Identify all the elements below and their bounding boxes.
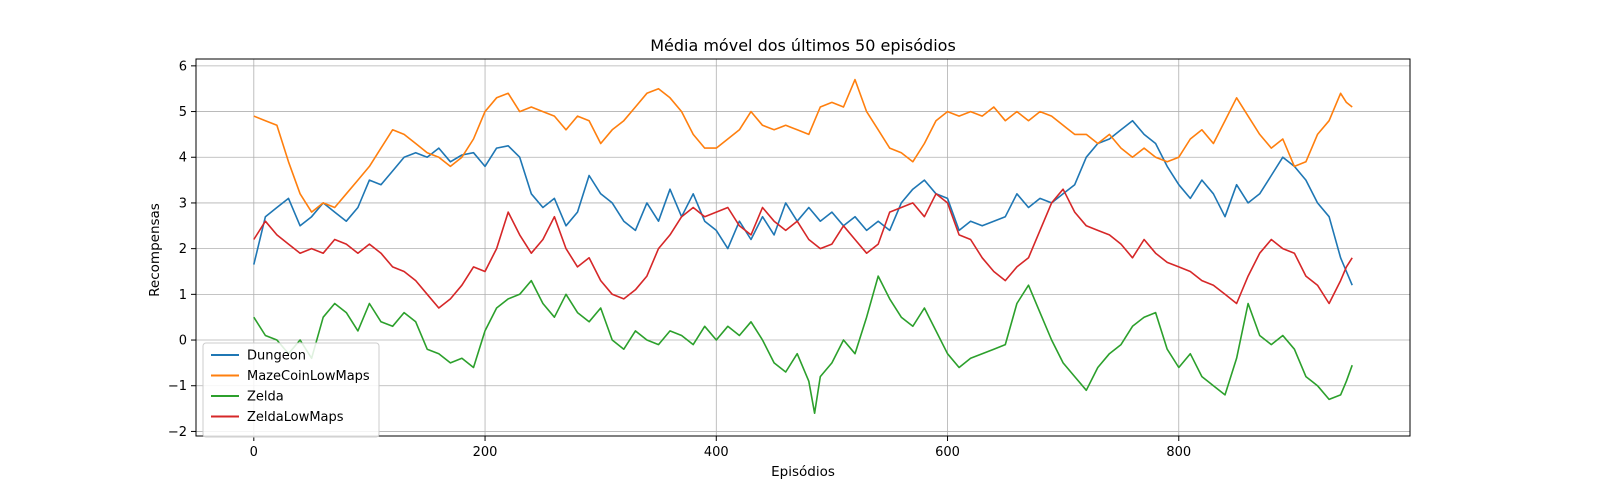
y-tick-label-0: −2 bbox=[168, 425, 187, 440]
y-axis: −2 −1 0 1 2 3 4 5 6 bbox=[168, 59, 196, 440]
plot-frame bbox=[195, 58, 1411, 437]
y-tick-label-6: 4 bbox=[179, 151, 187, 166]
y-tick-label-2: 0 bbox=[179, 334, 187, 349]
y-tick-label-4: 2 bbox=[179, 242, 187, 257]
x-tick-label-0: 0 bbox=[250, 445, 258, 460]
x-tick-label-4: 800 bbox=[1166, 445, 1191, 460]
legend: Dungeon MazeCoinLowMaps Zelda ZeldaLowMaps bbox=[202, 342, 380, 438]
x-tick-label-1: 200 bbox=[473, 445, 498, 460]
series-group bbox=[253, 78, 1353, 414]
y-tick-label-3: 1 bbox=[179, 288, 187, 303]
grid bbox=[196, 59, 1410, 436]
legend-label-mazecoinlowmaps: MazeCoinLowMaps bbox=[247, 369, 370, 384]
x-axis: 0 200 400 600 800 bbox=[250, 436, 1191, 460]
y-tick-label-5: 3 bbox=[179, 196, 187, 211]
x-tick-label-3: 600 bbox=[935, 445, 960, 460]
legend-label-dungeon: Dungeon bbox=[247, 349, 306, 364]
legend-label-zelda: Zelda bbox=[247, 390, 284, 405]
legend-label-zeldalowmaps: ZeldaLowMaps bbox=[247, 410, 344, 425]
series-line-mazecoinlowmaps bbox=[253, 78, 1353, 213]
chart-title: Média móvel dos últimos 50 episódios bbox=[650, 36, 956, 55]
legend-box bbox=[202, 342, 380, 438]
series-line-zelda bbox=[253, 275, 1353, 414]
y-tick-label-7: 5 bbox=[179, 105, 187, 120]
y-axis-label: Recompensas bbox=[147, 203, 163, 297]
y-tick-label-1: −1 bbox=[168, 379, 187, 394]
series-line-zeldalowmaps bbox=[253, 188, 1353, 309]
x-axis-label: Episódios bbox=[771, 464, 835, 480]
x-tick-label-2: 400 bbox=[704, 445, 729, 460]
series-line-dungeon bbox=[253, 119, 1353, 286]
y-tick-label-8: 6 bbox=[179, 59, 187, 74]
